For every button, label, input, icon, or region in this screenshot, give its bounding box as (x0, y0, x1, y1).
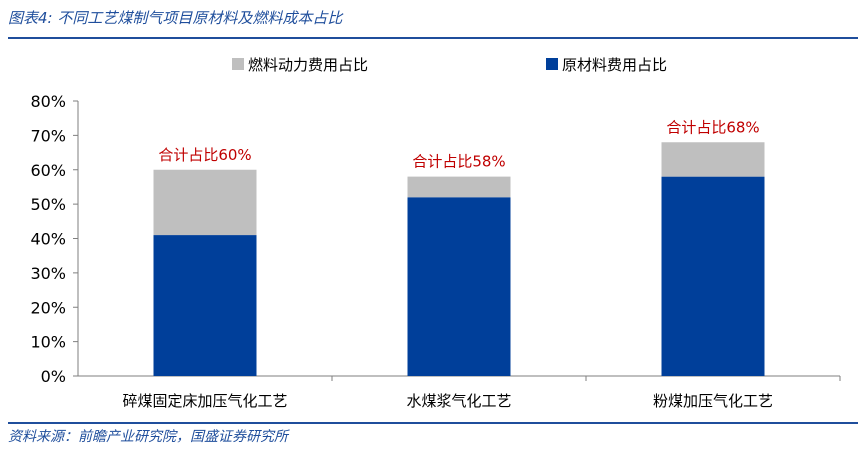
source-note: 资料来源：前瞻产业研究院，国盛证券研究所 (8, 429, 288, 445)
bottom-rule (8, 422, 858, 424)
top-rule (8, 37, 858, 39)
y-tick-label: 40% (30, 230, 66, 249)
legend-swatch-fuel-power (232, 58, 244, 70)
y-tick-label: 10% (30, 333, 66, 352)
category-label: 水煤浆气化工艺 (406, 392, 511, 410)
bar-raw-material (153, 235, 257, 376)
y-tick-label: 20% (30, 298, 66, 317)
legend-label-raw-material: 原材料费用占比 (562, 56, 667, 74)
bar-fuel-power (153, 169, 257, 236)
total-annotation: 合计占比68% (666, 118, 759, 136)
bar-fuel-power (407, 176, 511, 198)
bar-fuel-power (661, 142, 765, 177)
category-label: 碎煤固定床加压气化工艺 (122, 392, 287, 410)
bar-raw-material (661, 176, 765, 376)
y-tick-label: 70% (30, 126, 66, 145)
y-tick-label: 80% (30, 92, 66, 111)
figure-title: 图表4: 不同工艺煤制气项目原材料及燃料成本占比 (8, 9, 343, 27)
bar-raw-material (407, 197, 511, 376)
y-tick-label: 50% (30, 195, 66, 214)
legend-label-fuel-power: 燃料动力费用占比 (248, 56, 368, 74)
category-label: 粉煤加压气化工艺 (653, 392, 773, 410)
total-annotation: 合计占比60% (158, 146, 251, 164)
legend-swatch-raw-material (546, 58, 558, 70)
y-tick-label: 30% (30, 264, 66, 283)
total-annotation: 合计占比58% (412, 153, 505, 171)
y-tick-label: 0% (41, 367, 66, 386)
y-tick-label: 60% (30, 161, 66, 180)
